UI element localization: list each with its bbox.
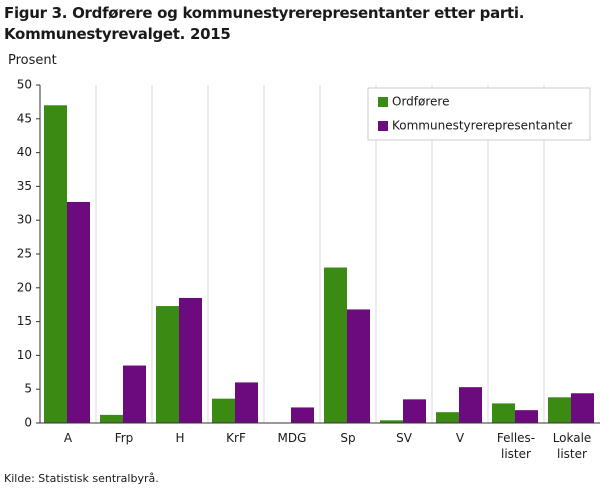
bar [515, 410, 538, 423]
y-tick-label: 45 [17, 111, 32, 125]
bar [291, 407, 314, 423]
x-tick-label: Felles- lister [496, 431, 536, 461]
x-tick-label: MDG [277, 431, 307, 445]
x-tick-label: A [63, 431, 73, 445]
legend-swatch [378, 121, 388, 131]
x-tick-label: Lokale lister [552, 431, 592, 461]
x-tick-label: KrF [226, 431, 246, 445]
y-tick-label: 40 [17, 145, 32, 159]
y-tick-label: 50 [17, 78, 32, 92]
x-tick-label: SV [396, 431, 412, 445]
x-tick-label: H [175, 431, 185, 445]
bar [492, 403, 515, 423]
x-tick-label: Frp [114, 431, 134, 445]
chart-title: Figur 3. Ordførere og kommunestyrerepres… [4, 4, 525, 43]
y-tick-label: 15 [17, 314, 32, 328]
x-tick-label: V [455, 431, 465, 445]
y-tick-label: 25 [17, 247, 32, 261]
y-tick-label: 20 [17, 280, 32, 294]
y-tick-label: 0 [24, 416, 32, 430]
bar [548, 397, 571, 423]
y-axis-label: Prosent [8, 53, 57, 68]
y-tick-label: 10 [17, 348, 32, 362]
bar [44, 105, 67, 423]
bar [67, 201, 90, 423]
bar [380, 420, 403, 423]
x-tick-label: Sp [340, 431, 356, 445]
source: Kilde: Statistisk sentralbyrå. [4, 472, 159, 485]
bar [324, 267, 347, 423]
bar [571, 393, 594, 423]
legend-box [367, 87, 591, 141]
bar [459, 387, 482, 423]
bar [100, 414, 123, 423]
legend-label: Kommunestyrerepresentanter [392, 119, 572, 133]
bar [179, 297, 202, 423]
legend-swatch [378, 97, 388, 107]
bar [156, 306, 179, 423]
bar [123, 365, 146, 423]
y-tick-label: 30 [17, 213, 32, 227]
legend-label: Ordførere [392, 95, 449, 109]
bar [212, 398, 235, 423]
bar [436, 412, 459, 423]
bar [403, 399, 426, 423]
y-tick-label: 35 [17, 179, 32, 193]
bar [347, 309, 370, 423]
y-tick-label: 5 [24, 382, 32, 396]
bar [235, 382, 258, 423]
